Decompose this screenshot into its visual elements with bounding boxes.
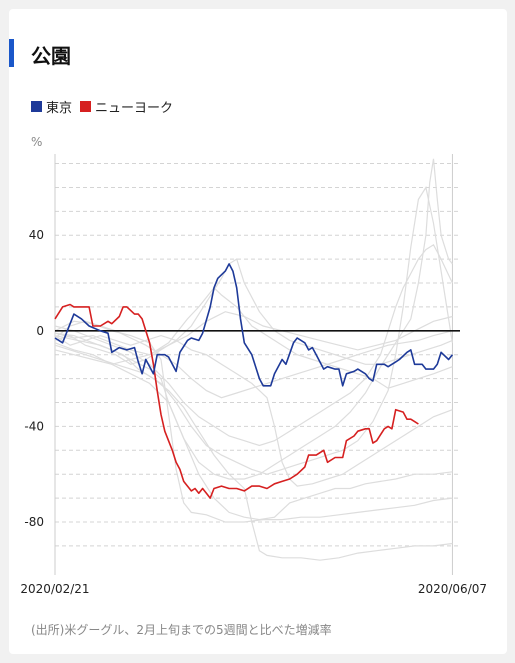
y-tick-label: -80 <box>24 515 44 529</box>
legend-item-newyork: ニューヨーク <box>80 97 173 116</box>
legend: 東京 ニューヨーク <box>31 97 173 116</box>
series-line-other-11 <box>54 158 453 480</box>
chart-title: 公園 <box>31 44 71 68</box>
legend-label-tokyo: 東京 <box>46 101 73 116</box>
x-tick-label-start: 2020/02/21 <box>20 582 89 596</box>
title-accent-bar <box>9 39 14 67</box>
y-axis-unit: % <box>31 135 43 149</box>
legend-swatch-tokyo <box>31 101 42 112</box>
series-line-other-8 <box>54 286 453 389</box>
series-line-other-1 <box>54 320 453 523</box>
series-line-other-6 <box>54 334 453 487</box>
series-line-other-9 <box>54 243 453 447</box>
y-tick-label: 40 <box>29 228 44 242</box>
y-tick-label: 0 <box>36 324 44 338</box>
series-line-other-5 <box>54 258 453 365</box>
series-line-tokyo <box>54 263 454 387</box>
source-note: (出所)米グーグル、2月上旬までの5週間と比べた増減率 <box>31 623 332 637</box>
series-line-other-7 <box>54 185 453 475</box>
legend-swatch-newyork <box>80 101 92 112</box>
y-tick-label: -40 <box>24 419 44 433</box>
legend-label-newyork: ニューヨーク <box>95 101 174 116</box>
series-line-other-3 <box>54 342 453 521</box>
chart-card: 公園 東京 ニューヨーク % 40 0 -40 -80 2020/02/21 2020/0… <box>9 9 507 654</box>
series-line-newyork <box>54 303 419 499</box>
series-line-other-2 <box>54 335 453 561</box>
legend-item-tokyo: 東京 <box>31 97 72 116</box>
x-tick-label-end: 2020/06/07 <box>418 582 487 596</box>
line-chart: 40 0 -40 -80 2020/02/21 2020/06/07 <box>20 154 487 596</box>
series-line-other-10 <box>54 311 453 365</box>
